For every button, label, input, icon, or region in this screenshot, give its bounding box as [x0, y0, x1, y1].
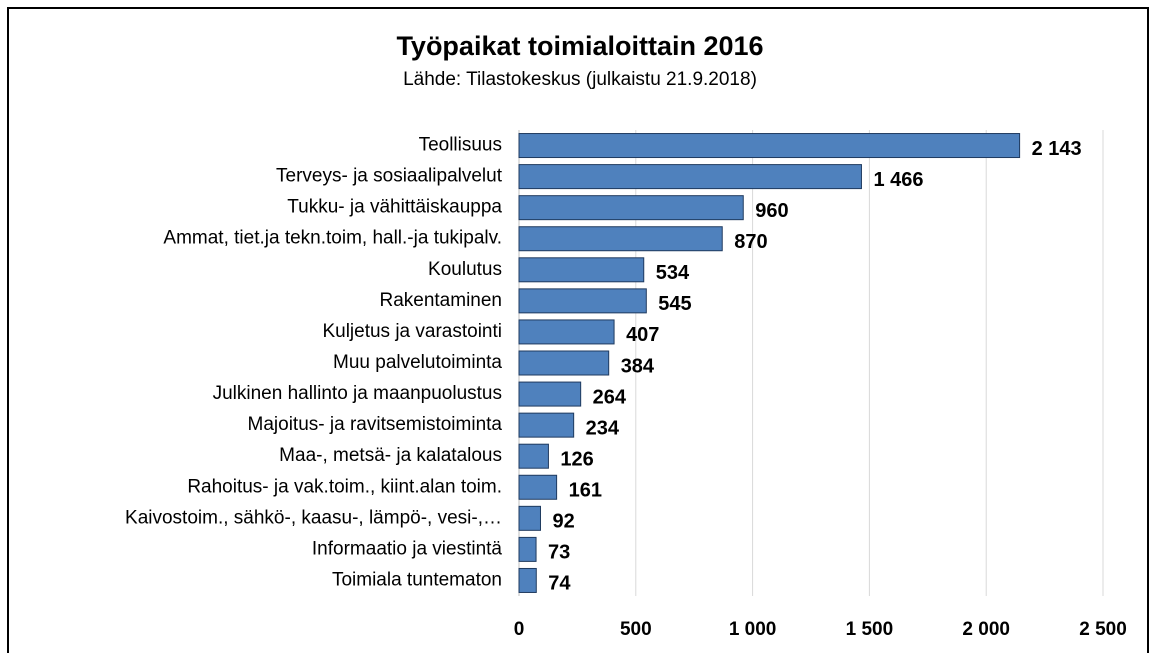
- data-label: 234: [586, 417, 620, 439]
- data-label: 407: [626, 324, 659, 346]
- data-label: 74: [548, 573, 571, 595]
- bar: [518, 443, 549, 469]
- y-tick-label: Tukku- ja vähittäiskauppa: [287, 197, 502, 218]
- bar: [518, 536, 537, 562]
- x-tick-label: 0: [514, 619, 525, 640]
- bar: [518, 350, 610, 376]
- bar: [518, 505, 541, 531]
- chart-subtitle: Lähde: Tilastokeskus (julkaistu 21.9.201…: [403, 69, 757, 90]
- y-tick-label: Kaivostoim., sähkö-, kaasu-, lämpö-, ves…: [125, 507, 502, 528]
- y-tick-label: Terveys- ja sosiaalipalvelut: [276, 166, 503, 187]
- data-label: 161: [569, 480, 602, 502]
- frame: [7, 7, 1149, 653]
- data-label: 534: [656, 262, 690, 284]
- data-label: 126: [560, 448, 593, 470]
- y-tick-label: Majoitus- ja ravitsemistoiminta: [248, 414, 503, 435]
- data-label: 264: [593, 386, 627, 408]
- bar: [518, 195, 744, 221]
- y-tick-label: Maa-, metsä- ja kalatalous: [279, 445, 502, 466]
- bar: [518, 164, 862, 190]
- bar: [518, 288, 647, 314]
- data-label: 2 143: [1032, 138, 1082, 160]
- chart-title: Työpaikat toimialoittain 2016: [396, 31, 763, 61]
- bar: [518, 257, 645, 283]
- data-label: 870: [734, 231, 767, 253]
- y-tick-label: Julkinen hallinto ja maanpuolustus: [213, 383, 502, 404]
- y-tick-label: Rakentaminen: [379, 290, 502, 311]
- x-tick-label: 2 000: [962, 619, 1010, 640]
- data-label: 545: [658, 293, 691, 315]
- y-tick-label: Koulutus: [428, 259, 502, 280]
- bar: [518, 381, 582, 407]
- bar: [518, 412, 575, 438]
- bar: [518, 567, 537, 593]
- data-label: 73: [548, 542, 570, 564]
- y-tick-label: Rahoitus- ja vak.toim., kiint.alan toim.: [187, 476, 502, 497]
- y-tick-label: Toimiala tuntematon: [332, 569, 502, 590]
- data-label: 960: [755, 200, 788, 222]
- data-label: 384: [621, 355, 655, 377]
- bar: [518, 319, 615, 345]
- x-tick-label: 500: [620, 619, 652, 640]
- y-tick-label: Muu palvelutoiminta: [333, 352, 502, 373]
- y-tick-label: Teollisuus: [419, 135, 502, 156]
- y-tick-label: Informaatio ja viestintä: [312, 538, 503, 559]
- y-tick-label: Kuljetus ja varastointi: [322, 321, 502, 342]
- bar: [518, 133, 1021, 159]
- x-tick-label: 1 000: [729, 619, 777, 640]
- x-tick-label: 1 500: [846, 619, 894, 640]
- bar: [518, 474, 558, 500]
- data-label: 92: [552, 511, 574, 533]
- data-label: 1 466: [873, 169, 923, 191]
- y-tick-label: Ammat, tiet.ja tekn.toim, hall.-ja tukip…: [163, 228, 502, 249]
- bar: [518, 226, 723, 252]
- x-tick-label: 2 500: [1079, 619, 1127, 640]
